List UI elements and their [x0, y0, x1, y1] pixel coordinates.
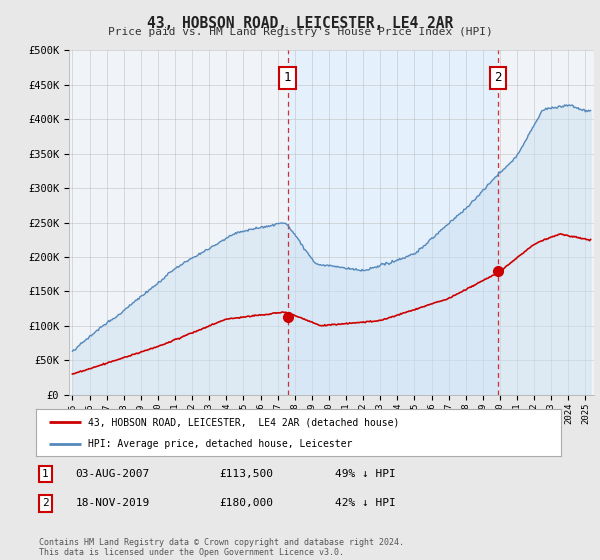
Text: 03-AUG-2007: 03-AUG-2007 [76, 469, 149, 479]
Text: 2: 2 [42, 498, 49, 508]
Text: 1: 1 [42, 469, 49, 479]
Text: HPI: Average price, detached house, Leicester: HPI: Average price, detached house, Leic… [89, 438, 353, 449]
Text: 42% ↓ HPI: 42% ↓ HPI [335, 498, 396, 508]
Text: £113,500: £113,500 [220, 469, 274, 479]
Text: £180,000: £180,000 [220, 498, 274, 508]
Text: 18-NOV-2019: 18-NOV-2019 [76, 498, 149, 508]
Text: 43, HOBSON ROAD, LEICESTER, LE4 2AR: 43, HOBSON ROAD, LEICESTER, LE4 2AR [147, 16, 453, 31]
Bar [287, 50, 498, 395]
Text: 1: 1 [284, 72, 292, 85]
Text: Contains HM Land Registry data © Crown copyright and database right 2024.
This d: Contains HM Land Registry data © Crown c… [39, 538, 404, 557]
Text: 43, HOBSON ROAD, LEICESTER,  LE4 2AR (detached house): 43, HOBSON ROAD, LEICESTER, LE4 2AR (det… [89, 417, 400, 427]
Text: 49% ↓ HPI: 49% ↓ HPI [335, 469, 396, 479]
Text: Price paid vs. HM Land Registry's House Price Index (HPI): Price paid vs. HM Land Registry's House … [107, 27, 493, 37]
Text: 2: 2 [494, 72, 502, 85]
